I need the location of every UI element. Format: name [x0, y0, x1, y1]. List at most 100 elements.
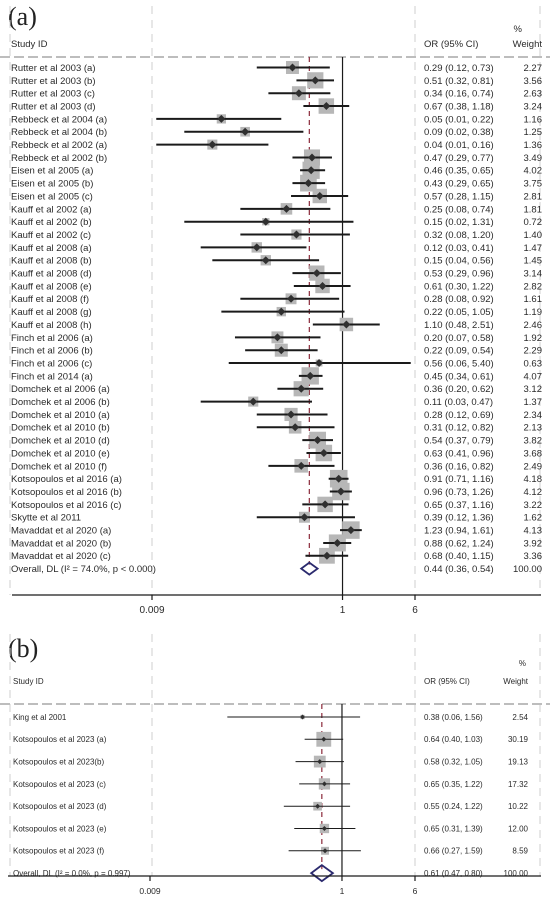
weight-value: 3.49 — [524, 153, 543, 164]
header-percent: % — [514, 24, 523, 35]
weight-value: 2.81 — [524, 191, 543, 202]
or-ci-value: 1.10 (0.48, 2.51) — [424, 320, 494, 331]
point-estimate — [288, 63, 297, 72]
point-estimate — [322, 551, 331, 560]
point-estimate — [307, 153, 316, 162]
x-tick-label: 1 — [340, 886, 345, 896]
or-ci-value: 0.68 (0.40, 1.15) — [424, 551, 494, 562]
point-estimate — [304, 179, 313, 188]
or-ci-value: 0.96 (0.73, 1.26) — [424, 487, 494, 498]
point-estimate — [252, 243, 261, 252]
study-name: Kauff et al 2002 (c) — [11, 230, 91, 241]
or-ci-value: 0.65 (0.31, 1.39) — [424, 824, 483, 833]
point-estimate — [282, 204, 291, 213]
weight-value: 2.29 — [524, 346, 543, 357]
point-estimate — [287, 294, 296, 303]
point-estimate — [241, 127, 250, 136]
study-name: Kotsopoulos et al 2023 (f) — [13, 847, 105, 856]
header-weight: Weight — [513, 39, 543, 50]
study-name: Eisen et al 2005 (a) — [11, 166, 93, 177]
or-ci-value: 0.53 (0.29, 0.96) — [424, 269, 494, 280]
or-ci-value: 0.28 (0.08, 0.92) — [424, 294, 494, 305]
weight-value: 1.47 — [524, 243, 543, 254]
or-ci-value: 0.09 (0.02, 0.38) — [424, 127, 494, 138]
weight-value: 3.75 — [524, 179, 543, 190]
study-name: Finch et al 2014 (a) — [11, 371, 93, 382]
point-estimate — [312, 269, 321, 278]
weight-value: 0.72 — [524, 217, 543, 228]
weight-value: 2.82 — [524, 281, 543, 292]
point-estimate — [300, 513, 309, 522]
or-ci-value: 0.22 (0.05, 1.05) — [424, 307, 494, 318]
point-estimate — [321, 736, 327, 742]
weight-value: 1.16 — [524, 114, 543, 125]
or-ci-value: 0.11 (0.03, 0.47) — [424, 397, 493, 408]
study-name: Rutter et al 2003 (b) — [11, 76, 96, 87]
study-name: Domchek et al 2010 (a) — [11, 410, 110, 421]
or-ci-value: 0.46 (0.35, 0.65) — [424, 166, 494, 177]
or-ci-value: 0.36 (0.16, 0.82) — [424, 461, 494, 472]
point-estimate — [315, 359, 324, 368]
or-ci-value: 0.28 (0.12, 0.69) — [424, 410, 494, 421]
point-estimate — [217, 114, 226, 123]
or-ci-value: 0.66 (0.27, 1.59) — [424, 847, 483, 856]
x-tick-label: 0.009 — [139, 605, 164, 616]
study-name: Mavaddat et al 2020 (c) — [11, 551, 111, 562]
weight-value: 0.63 — [524, 358, 543, 369]
study-name: Kotsopoulos et al 2023 (e) — [13, 824, 107, 833]
point-estimate — [311, 76, 320, 85]
weight-value: 17.32 — [508, 780, 529, 789]
or-ci-value: 0.31 (0.12, 0.82) — [424, 423, 494, 434]
weight-value: 10.22 — [508, 802, 529, 811]
or-ci-value: 0.57 (0.28, 1.15) — [424, 191, 494, 202]
study-name: Domchek et al 2006 (a) — [11, 384, 110, 395]
weight-value: 3.56 — [524, 76, 543, 87]
study-name: Kauff et al 2008 (f) — [11, 294, 89, 305]
point-estimate — [346, 526, 355, 535]
study-name: Kotsopoulos et al 2016 (c) — [11, 500, 121, 511]
point-estimate — [321, 781, 327, 787]
or-ci-value: 0.65 (0.35, 1.22) — [424, 780, 483, 789]
or-ci-value: 0.38 (0.06, 1.56) — [424, 713, 483, 722]
or-ci-value: 0.25 (0.08, 0.74) — [424, 204, 494, 215]
or-ci-value: 0.61 (0.30, 1.22) — [424, 281, 494, 292]
point-estimate — [273, 333, 282, 342]
point-estimate — [294, 89, 303, 98]
overall-label: Overall, DL (I² = 74.0%, p < 0.000) — [11, 564, 156, 575]
study-name: King et al 2001 — [13, 713, 67, 722]
weight-value: 19.13 — [508, 757, 529, 766]
overall-label: Overall, DL (I² = 0.0%, p = 0.997) — [13, 869, 131, 878]
point-estimate — [261, 217, 270, 226]
or-ci-value: 0.29 (0.12, 0.73) — [424, 63, 494, 74]
or-ci-value: 0.64 (0.40, 1.03) — [424, 735, 483, 744]
point-estimate — [297, 461, 306, 470]
or-ci-value: 0.67 (0.38, 1.18) — [424, 101, 494, 112]
overall-diamond — [309, 863, 335, 883]
study-name: Rutter et al 2003 (d) — [11, 101, 96, 112]
weight-value: 30.19 — [508, 735, 529, 744]
point-estimate — [292, 230, 301, 239]
study-name: Kotsopoulos et al 2023 (d) — [13, 802, 107, 811]
point-estimate — [321, 500, 330, 509]
weight-value: 1.92 — [524, 333, 543, 344]
study-name: Rebbeck et al 2004 (a) — [11, 114, 107, 125]
weight-value: 4.07 — [524, 371, 543, 382]
study-name: Kauff et al 2008 (b) — [11, 256, 92, 267]
weight-value: 2.13 — [524, 423, 543, 434]
study-name: Eisen et al 2005 (c) — [11, 191, 93, 202]
point-estimate — [261, 256, 270, 265]
study-name: Kauff et al 2008 (e) — [11, 281, 92, 292]
point-estimate — [319, 449, 328, 457]
study-name: Finch et al 2006 (b) — [11, 346, 93, 357]
point-estimate — [322, 848, 328, 854]
or-ci-value: 0.65 (0.37, 1.16) — [424, 500, 494, 511]
weight-value: 3.92 — [524, 538, 543, 549]
study-name: Domchek et al 2010 (b) — [11, 423, 110, 434]
overall-weight: 100.00 — [504, 869, 529, 878]
study-name: Kauff et al 2008 (d) — [11, 269, 92, 280]
study-name: Rebbeck et al 2002 (b) — [11, 153, 107, 164]
x-tick-label: 0.009 — [139, 886, 161, 896]
study-name: Rutter et al 2003 (a) — [11, 63, 96, 74]
point-estimate — [287, 410, 296, 419]
weight-value: 1.81 — [524, 204, 543, 215]
